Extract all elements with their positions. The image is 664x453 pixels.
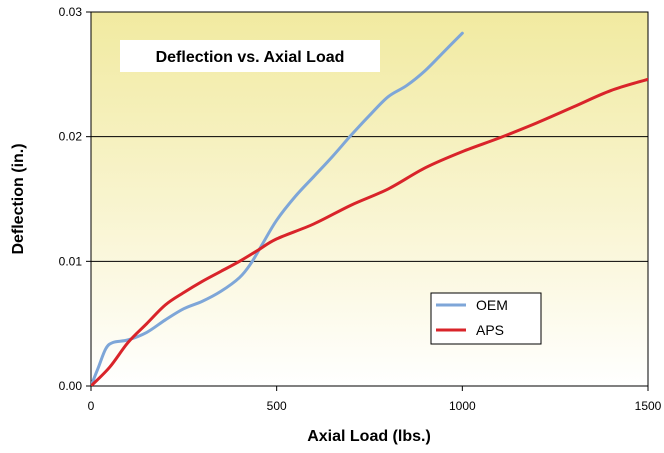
- series-line-oem: [91, 31, 464, 386]
- y-axis-title: Deflection (in.): [10, 143, 27, 254]
- legend-box: [430, 292, 542, 345]
- plot-area: [90, 11, 649, 387]
- tick-label-x-0: 0: [88, 399, 95, 413]
- chart-title: Deflection vs. Axial Load: [156, 49, 345, 66]
- tick-label-x-2: 1000: [449, 399, 476, 413]
- title-box: [120, 40, 380, 72]
- tick-label-y-2: 0.02: [59, 130, 83, 144]
- tick-label-y-0: 0.00: [59, 379, 83, 393]
- x-axis-title: Axial Load (lbs.): [307, 428, 431, 445]
- tick-label-y-3: 0.03: [59, 5, 83, 19]
- series-line-aps: [91, 77, 648, 386]
- series-lines: [91, 31, 648, 386]
- tick-label-y-1: 0.01: [59, 254, 83, 268]
- legend-label-aps: APS: [476, 322, 504, 338]
- tick-label-x-1: 500: [267, 399, 287, 413]
- axis-ticks: 0.00 0.01 0.02 0.03 0 500 1000 1500: [59, 5, 662, 413]
- tick-label-x-3: 1500: [635, 399, 662, 413]
- grid-lines: [91, 136, 648, 262]
- legend: OEM APS: [430, 292, 542, 345]
- legend-label-oem: OEM: [476, 297, 508, 313]
